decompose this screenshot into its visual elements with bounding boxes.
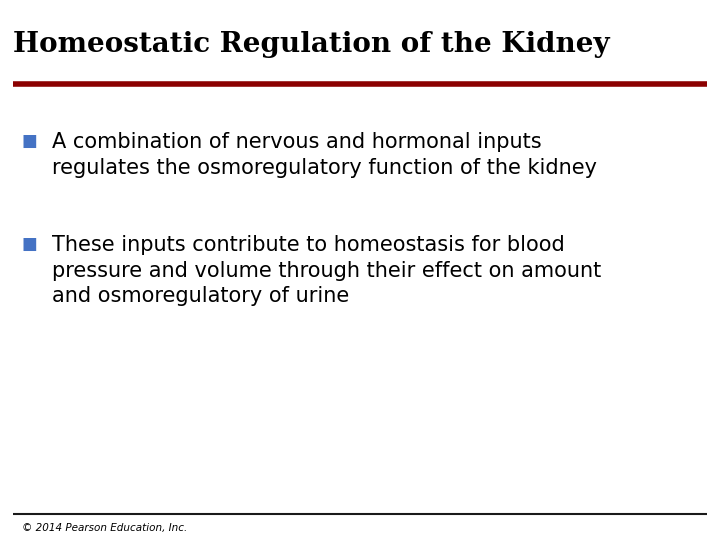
Text: ■: ■ [22,235,37,253]
Text: Homeostatic Regulation of the Kidney: Homeostatic Regulation of the Kidney [13,31,610,58]
Text: These inputs contribute to homeostasis for blood
pressure and volume through the: These inputs contribute to homeostasis f… [52,235,601,306]
Text: © 2014 Pearson Education, Inc.: © 2014 Pearson Education, Inc. [22,523,187,533]
Text: ■: ■ [22,132,37,150]
Text: A combination of nervous and hormonal inputs
regulates the osmoregulatory functi: A combination of nervous and hormonal in… [52,132,597,178]
